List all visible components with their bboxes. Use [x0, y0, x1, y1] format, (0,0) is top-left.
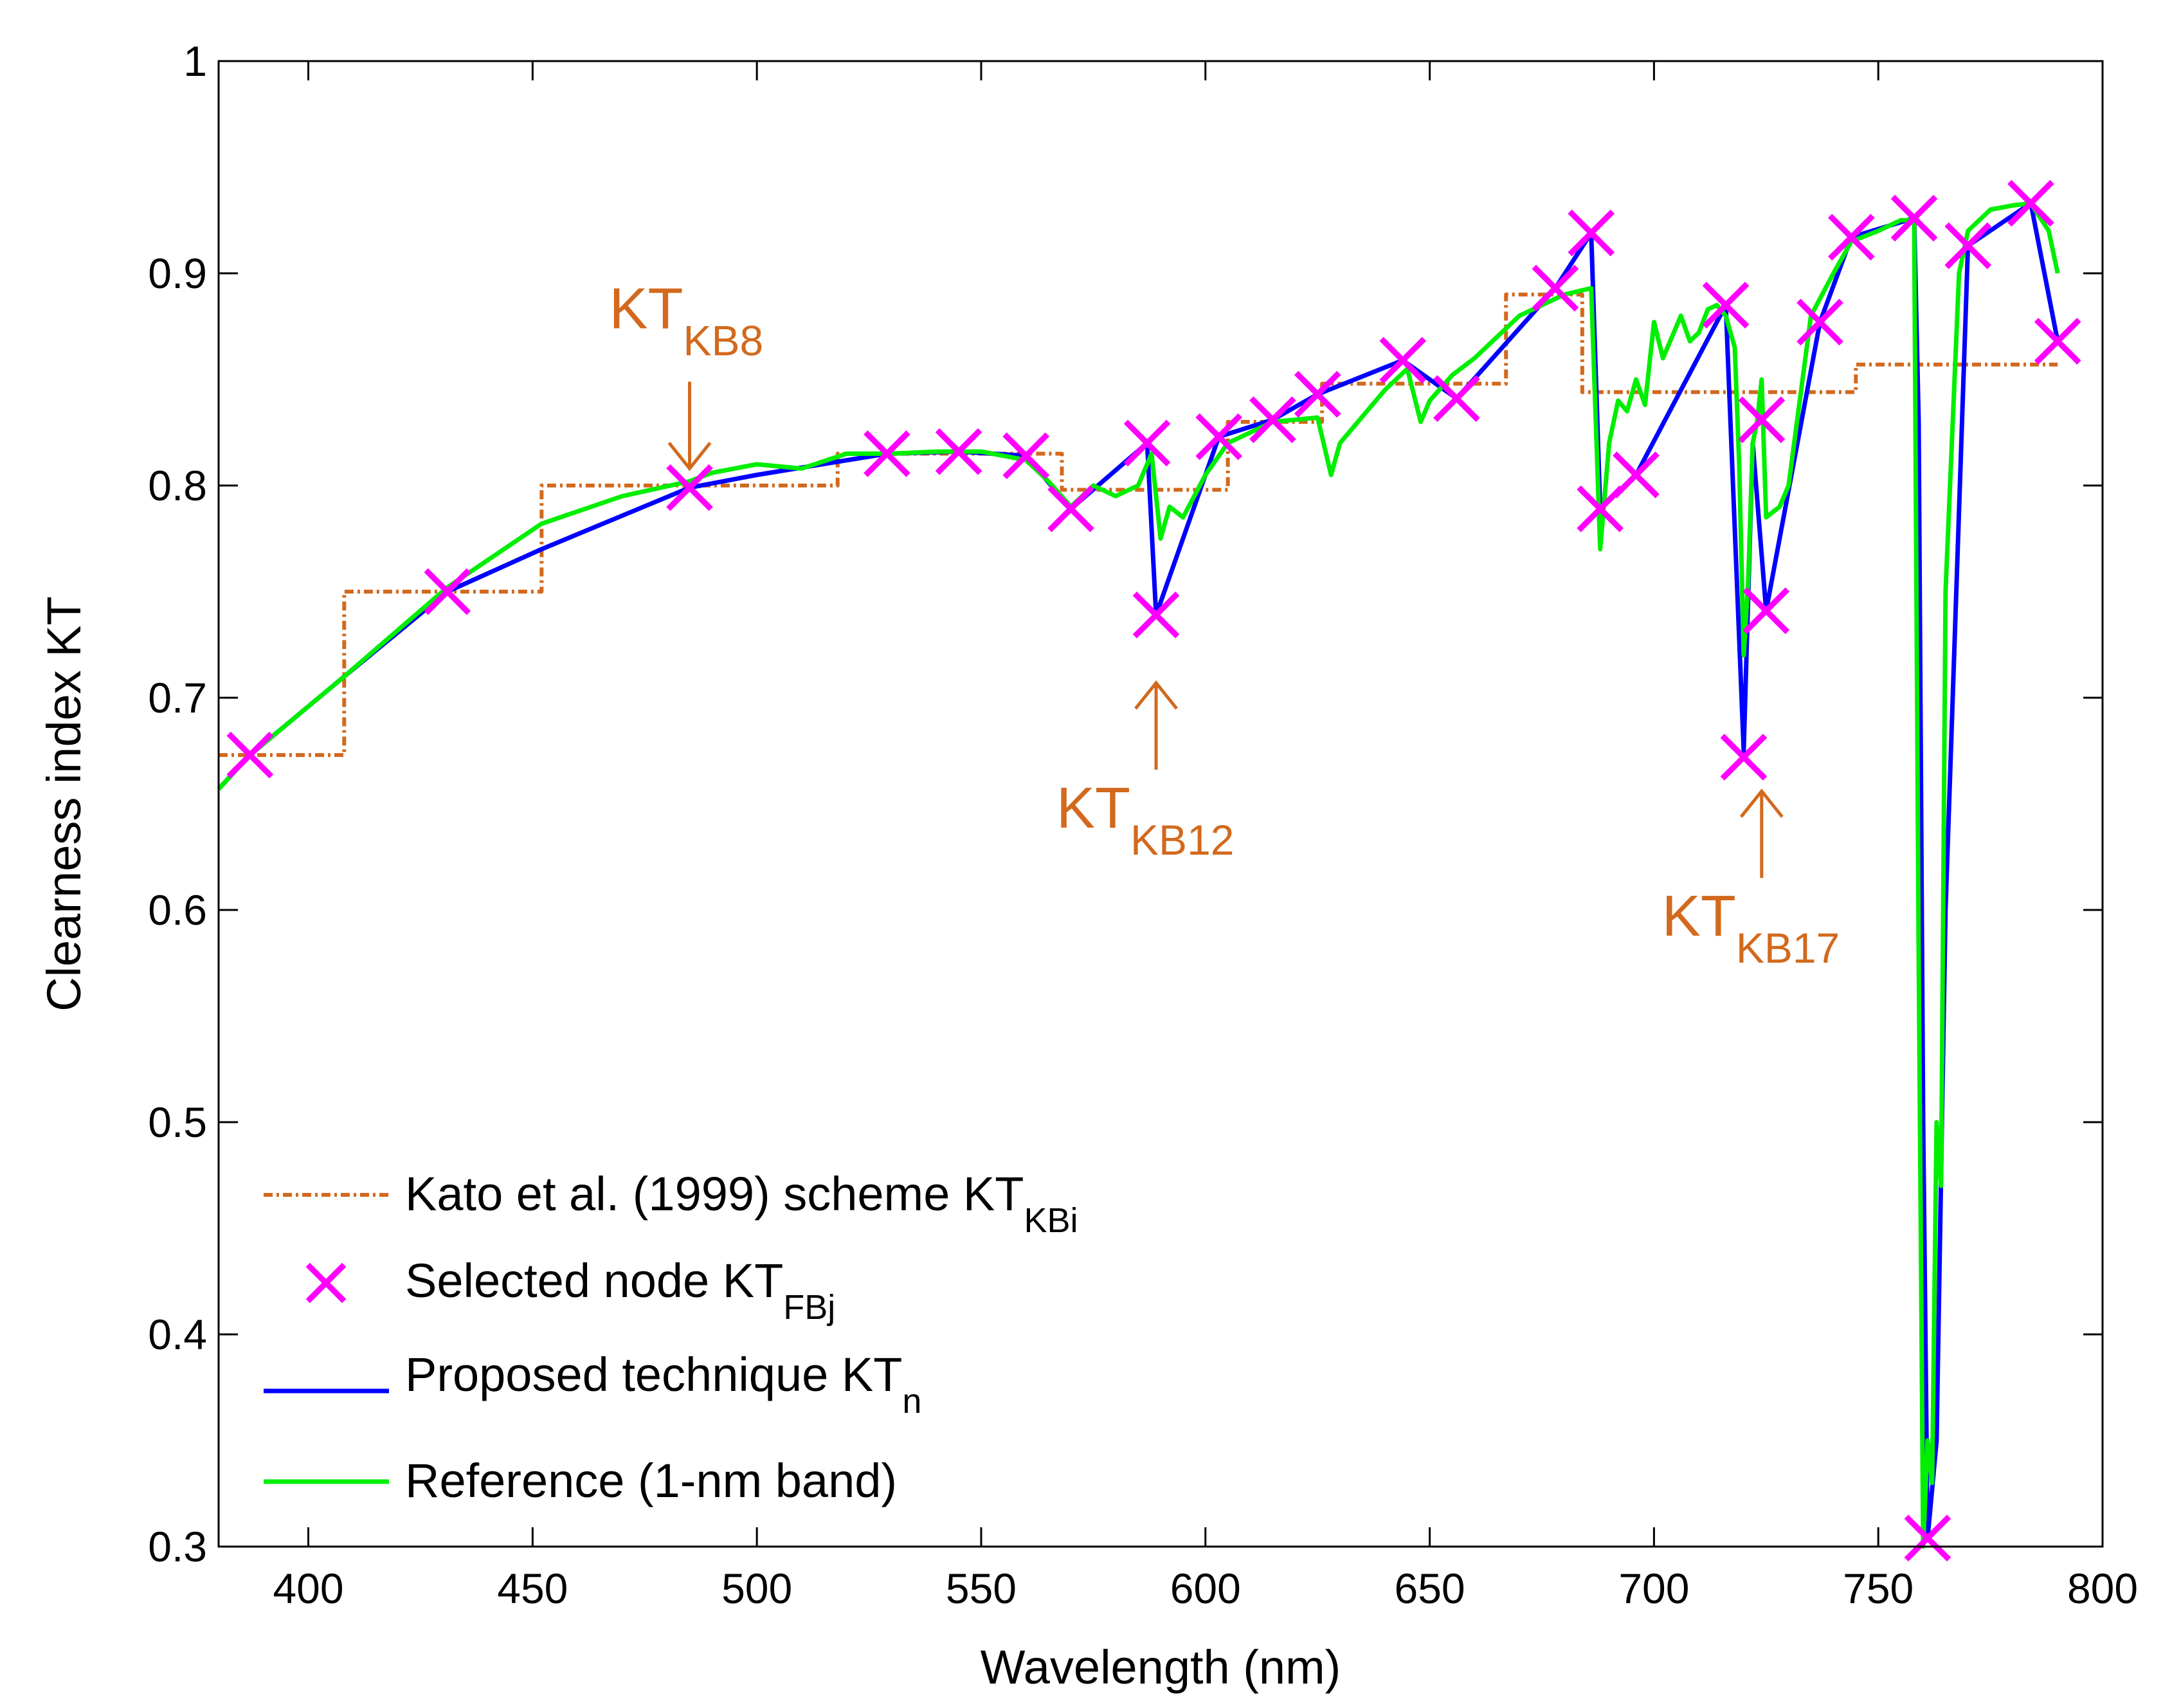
node-marker — [1532, 264, 1579, 312]
node-marker — [1568, 209, 1615, 257]
annotation-label-kb12: KTKB12 — [1056, 776, 1234, 864]
legend: Kato et al. (1999) scheme KTKBi Selected… — [264, 1167, 1078, 1507]
node-marker — [2007, 179, 2054, 227]
node-marker — [2034, 318, 2081, 365]
node-marker — [666, 464, 713, 511]
y-tick-label: 0.3 — [148, 1523, 207, 1570]
node-marker — [935, 428, 982, 475]
node-marker — [1890, 194, 1938, 242]
annotation-arrow-head — [667, 442, 712, 471]
node-marker — [1827, 214, 1875, 261]
y-tick-label: 0.6 — [148, 886, 207, 934]
x-tick-label: 800 — [2067, 1565, 2138, 1612]
legend-label-proposed: Proposed technique KTn — [405, 1348, 921, 1421]
node-marker — [1720, 734, 1768, 781]
y-tick-label: 0.7 — [148, 674, 207, 722]
x-tick-label: 400 — [273, 1565, 343, 1612]
y-tick-label: 1 — [183, 37, 207, 85]
x-tick-label: 600 — [1170, 1565, 1241, 1612]
node-marker — [1379, 336, 1427, 384]
node-marker — [424, 568, 471, 615]
node-marker — [1944, 222, 1992, 269]
node-marker — [1738, 396, 1786, 444]
x-tick-label: 500 — [721, 1565, 792, 1612]
legend-label-nodes: Selected node KTFBj — [405, 1254, 835, 1327]
x-tick-label: 550 — [946, 1565, 1017, 1612]
node-marker — [1796, 298, 1843, 346]
legend-label-kato: Kato et al. (1999) scheme KTKBi — [405, 1167, 1078, 1240]
node-marker — [1742, 587, 1790, 635]
legend-swatch-nodes — [305, 1262, 347, 1304]
series-line-kato — [219, 293, 2058, 758]
legend-label-reference: Reference (1-nm band) — [405, 1454, 897, 1507]
y-tick-label: 0.4 — [148, 1311, 207, 1358]
marker-layer — [226, 179, 2081, 1562]
node-marker — [1132, 591, 1180, 639]
annotation-label-kb17: KTKB17 — [1662, 884, 1840, 972]
y-tick-label: 0.9 — [148, 250, 207, 297]
node-marker — [1123, 419, 1171, 467]
node-marker — [1249, 396, 1296, 444]
node-marker — [1433, 375, 1480, 422]
y-tick-label: 0.8 — [148, 462, 207, 509]
node-marker — [1577, 485, 1624, 532]
node-marker — [864, 430, 910, 477]
node-marker — [1702, 282, 1750, 329]
y-tick-label: 0.5 — [148, 1098, 207, 1146]
node-marker — [1613, 451, 1660, 498]
annotation-arrow-head — [1134, 680, 1178, 710]
plot-background — [219, 61, 2103, 1547]
node-marker — [1002, 432, 1050, 480]
annotation-layer: KTKB8 KTKB12 KTKB17 — [610, 277, 1840, 972]
plot-frame — [217, 60, 2104, 1548]
annotation-kb17: KTKB17 — [1662, 788, 1840, 972]
annotation-kb8: KTKB8 — [610, 277, 764, 471]
node-marker — [1047, 485, 1094, 532]
annotation-kb12: KTKB12 — [1056, 680, 1235, 864]
node-marker — [1904, 1514, 1951, 1562]
node-marker — [1195, 413, 1243, 460]
x-axis-label: Wavelength (nm) — [981, 1640, 1341, 1694]
x-tick-label: 650 — [1395, 1565, 1465, 1612]
x-tick-label: 750 — [1843, 1565, 1914, 1612]
x-tick-label: 700 — [1618, 1565, 1689, 1612]
x-tick-label: 450 — [497, 1565, 568, 1612]
annotation-arrow-head — [1739, 788, 1784, 818]
y-axis-label: Clearness index KT — [37, 596, 91, 1012]
node-marker — [226, 731, 274, 779]
tick-layer: 400 450 500 550 600 650 700 750 800 0.3 0.4 0.5 0.6 0… — [148, 37, 2138, 1612]
annotation-label-kb8: KTKB8 — [610, 277, 764, 365]
node-marker — [1294, 370, 1341, 418]
